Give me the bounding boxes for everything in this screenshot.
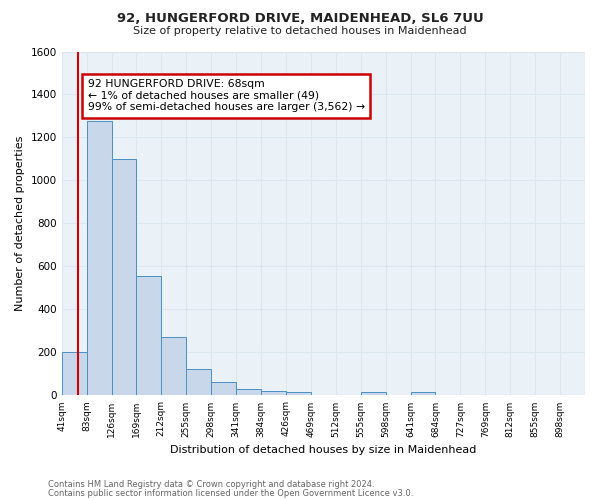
Text: Size of property relative to detached houses in Maidenhead: Size of property relative to detached ho… xyxy=(133,26,467,36)
Bar xyxy=(236,388,261,396)
Bar xyxy=(361,392,386,396)
Bar xyxy=(161,338,186,396)
Text: 92 HUNGERFORD DRIVE: 68sqm
← 1% of detached houses are smaller (49)
99% of semi-: 92 HUNGERFORD DRIVE: 68sqm ← 1% of detac… xyxy=(88,79,365,112)
Text: 92, HUNGERFORD DRIVE, MAIDENHEAD, SL6 7UU: 92, HUNGERFORD DRIVE, MAIDENHEAD, SL6 7U… xyxy=(116,12,484,26)
Text: Contains HM Land Registry data © Crown copyright and database right 2024.: Contains HM Land Registry data © Crown c… xyxy=(48,480,374,489)
Bar xyxy=(261,391,286,396)
Bar xyxy=(286,392,311,396)
Bar xyxy=(410,392,436,396)
X-axis label: Distribution of detached houses by size in Maidenhead: Distribution of detached houses by size … xyxy=(170,445,476,455)
Bar xyxy=(62,352,86,396)
Bar xyxy=(112,159,136,396)
Bar xyxy=(211,382,236,396)
Y-axis label: Number of detached properties: Number of detached properties xyxy=(15,136,25,311)
Bar xyxy=(86,122,112,396)
Bar xyxy=(186,368,211,396)
Text: Contains public sector information licensed under the Open Government Licence v3: Contains public sector information licen… xyxy=(48,488,413,498)
Bar xyxy=(136,276,161,396)
